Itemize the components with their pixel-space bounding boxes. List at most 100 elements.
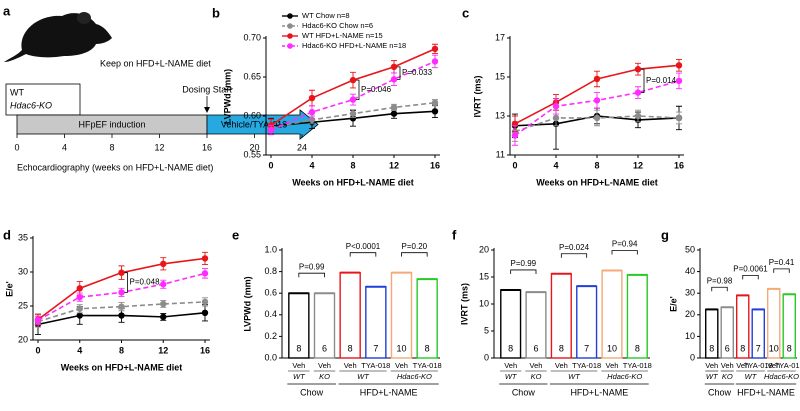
subgroup-label: Hdac6-KO xyxy=(764,372,799,381)
x-tick-label: 16 xyxy=(674,160,684,170)
y-axis-label: IVRT (ms) xyxy=(459,283,469,325)
y-tick-label: 10 xyxy=(685,331,695,341)
category-label: Veh xyxy=(530,361,543,370)
p-value: P=0.41 xyxy=(769,258,795,267)
marker xyxy=(349,110,357,117)
x-tick-label: 0 xyxy=(268,160,273,170)
y-axis-label: LVPWd (mm) xyxy=(242,276,252,331)
marker xyxy=(431,45,439,53)
y-tick-label: 20 xyxy=(685,309,695,319)
p-value: P=0.20 xyxy=(402,242,428,251)
p-bracket xyxy=(711,286,728,292)
y-axis-label: E/e' xyxy=(4,281,14,297)
p-bracket xyxy=(124,272,128,293)
p-value: P=0.024 xyxy=(559,243,590,252)
y-tick-label: 0.4 xyxy=(264,309,277,319)
group-label: Chow xyxy=(512,387,536,397)
marker xyxy=(431,108,439,115)
legend-marker xyxy=(287,23,293,29)
x-tick-label: 4 xyxy=(309,160,314,170)
marker xyxy=(160,281,167,288)
marker xyxy=(118,269,125,276)
group-label: HFD+L-NAME xyxy=(570,387,628,397)
category-label: TYA-018 xyxy=(623,361,652,370)
bar-n-label: 6 xyxy=(725,343,730,353)
bar-n-label: 10 xyxy=(607,343,617,353)
panel-letter: g xyxy=(661,227,669,242)
p-value: P=0.99 xyxy=(299,262,325,271)
group-label: Chow xyxy=(300,387,324,397)
y-tick-label: 30 xyxy=(18,266,28,276)
group-label: Chow xyxy=(708,387,732,397)
subgroup-label: KO xyxy=(319,372,330,381)
marker xyxy=(267,126,275,134)
marker xyxy=(76,305,83,312)
p-value: P=0.048 xyxy=(130,278,161,287)
category-label: TYA-018 xyxy=(572,361,601,370)
marker xyxy=(390,104,398,111)
y-tick-label: 0.65 xyxy=(243,71,261,81)
marker xyxy=(552,114,560,122)
marker xyxy=(76,285,83,292)
bar-n-label: 7 xyxy=(373,343,378,353)
bar-n-label: 8 xyxy=(709,343,714,353)
y-tick-label: 5 xyxy=(484,325,489,335)
group-label: HFD+L-NAME xyxy=(360,387,418,397)
legend-marker xyxy=(287,13,293,19)
marker xyxy=(34,317,42,324)
x-tick-label: 12 xyxy=(389,160,399,170)
panel-letter: e xyxy=(232,227,239,242)
mouse-ear xyxy=(77,12,91,24)
x-tick-label: 0 xyxy=(512,160,517,170)
p-bracket xyxy=(773,268,790,273)
marker xyxy=(118,303,125,310)
marker xyxy=(511,132,519,139)
category-label: Veh xyxy=(504,361,517,370)
p-value: P<0.0001 xyxy=(346,242,381,251)
marker xyxy=(390,63,398,71)
diet-note: Keep on HFD+L-NAME diet xyxy=(100,58,211,68)
y-tick-label: 0.8 xyxy=(264,266,277,276)
marker xyxy=(201,255,209,262)
bar-n-label: 8 xyxy=(348,343,353,353)
panel-letter: f xyxy=(452,227,457,242)
p-bracket xyxy=(611,250,638,255)
marker xyxy=(160,260,167,268)
x-tick-label: 0 xyxy=(35,345,40,355)
category-label: Veh xyxy=(721,361,734,370)
subgroup-label: WT xyxy=(706,372,719,381)
y-tick-label: 0 xyxy=(484,352,489,362)
p-value: P=0.0061 xyxy=(733,264,768,273)
panel-letter: a xyxy=(3,3,11,18)
bar-n-label: 6 xyxy=(322,343,327,353)
dosing-label: Dosing Start xyxy=(182,84,232,94)
y-tick-label: 11 xyxy=(496,149,505,159)
marker xyxy=(308,108,316,116)
category-label: Veh xyxy=(767,361,780,370)
marker xyxy=(118,289,125,296)
genotype-box xyxy=(5,83,81,116)
bar-n-label: 8 xyxy=(508,343,513,353)
marker xyxy=(390,110,398,117)
category-label: Veh xyxy=(395,361,408,370)
y-axis-label: E/e' xyxy=(668,296,678,312)
series-line xyxy=(270,60,436,131)
mouse-icon xyxy=(4,13,112,62)
x-tick-label: 8 xyxy=(350,160,355,170)
legend-label: Hdac6-KO Chow n=6 xyxy=(302,21,373,30)
timeline-label: Echocardiography (weeks on HFD+L-NAME di… xyxy=(17,162,213,172)
bar-n-label: 8 xyxy=(559,343,564,353)
group-label: HFD+L-NAME xyxy=(737,387,795,397)
y-tick-label: 15 xyxy=(479,271,489,281)
marker xyxy=(201,298,209,306)
marker xyxy=(593,75,601,83)
y-tick-label: 20 xyxy=(479,244,489,254)
bar-n-label: 10 xyxy=(769,343,779,353)
y-tick-label: 30 xyxy=(685,288,695,298)
bar-n-label: 10 xyxy=(396,343,406,353)
legend-marker xyxy=(287,33,293,39)
p-bracket xyxy=(742,274,759,280)
marker xyxy=(308,94,316,102)
p-bracket xyxy=(560,253,588,258)
bar-n-label: 8 xyxy=(425,343,430,353)
